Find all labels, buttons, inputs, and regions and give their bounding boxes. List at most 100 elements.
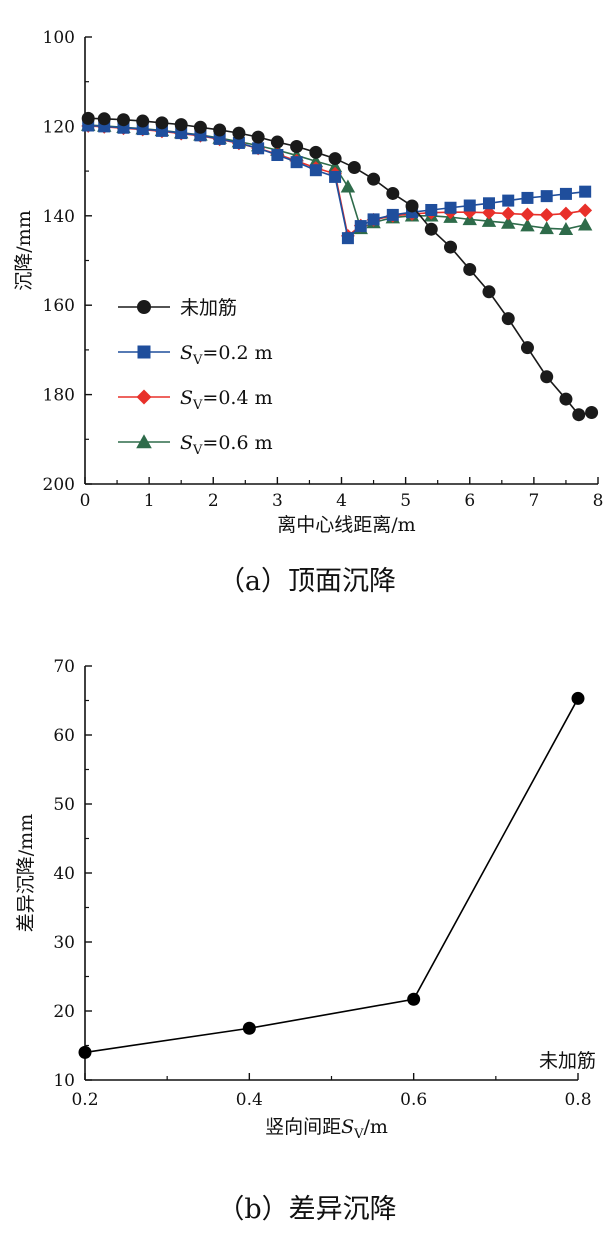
x-axis-label-unit: /m bbox=[364, 1116, 388, 1138]
x-tick-label: 8 bbox=[593, 491, 604, 511]
y-tick-label: 120 bbox=[43, 117, 75, 137]
data-point bbox=[97, 112, 111, 126]
data-point bbox=[520, 218, 535, 232]
y-tick-label: 50 bbox=[53, 795, 75, 815]
data-point bbox=[213, 132, 226, 145]
data-point bbox=[136, 114, 150, 128]
data-point bbox=[559, 392, 573, 406]
data-point bbox=[444, 240, 458, 254]
x-tick-label: 0.4 bbox=[236, 1090, 263, 1110]
data-point bbox=[155, 116, 169, 130]
data-point bbox=[501, 215, 516, 229]
x-tick-label: 0.2 bbox=[71, 1090, 98, 1110]
data-point bbox=[354, 220, 367, 233]
legend-value: =0.4 m bbox=[202, 387, 272, 409]
caption-a: （a）顶面沉降 bbox=[218, 566, 396, 597]
data-point bbox=[481, 213, 497, 227]
y-tick-label: 200 bbox=[43, 475, 75, 495]
series-line bbox=[88, 124, 586, 240]
data-point bbox=[539, 221, 554, 235]
data-point bbox=[327, 159, 343, 173]
data-point bbox=[520, 341, 534, 355]
y-axis-label: 沉降/mm bbox=[13, 210, 35, 290]
data-point bbox=[174, 118, 188, 132]
data-point bbox=[290, 156, 303, 169]
data-point bbox=[502, 194, 515, 207]
legend-symbol: S bbox=[180, 387, 193, 409]
annotation-unreinforced: 未加筋 bbox=[539, 1050, 596, 1072]
data-point bbox=[78, 1045, 92, 1059]
x-axis-label: 竖向间距SV/m bbox=[265, 1116, 388, 1142]
data-point bbox=[558, 222, 574, 235]
series-0 bbox=[81, 111, 599, 422]
data-point bbox=[193, 120, 207, 134]
data-point bbox=[520, 207, 535, 222]
data-point bbox=[242, 1021, 256, 1035]
x-tick-label: 0.6 bbox=[400, 1090, 427, 1110]
data-point bbox=[347, 161, 361, 175]
legend-subscript: V bbox=[192, 443, 203, 458]
legend-subscript: V bbox=[192, 353, 203, 368]
y-tick-label: 70 bbox=[53, 657, 75, 677]
data-point bbox=[308, 154, 324, 168]
x-axis-label-subscript: V bbox=[353, 1127, 364, 1142]
legend-marker bbox=[137, 300, 151, 314]
data-point bbox=[155, 124, 168, 137]
data-point bbox=[252, 142, 265, 155]
legend-value: =0.6 m bbox=[202, 432, 272, 454]
legend-symbol: S bbox=[180, 432, 193, 454]
series-line bbox=[88, 117, 592, 416]
x-tick-label: 4 bbox=[336, 491, 347, 511]
x-tick-label: 5 bbox=[400, 491, 411, 511]
x-axis-label: 离中心线距离/m bbox=[277, 514, 415, 536]
y-tick-label: 160 bbox=[43, 296, 75, 316]
legend-label: SV=0.4 m bbox=[180, 387, 273, 413]
data-point bbox=[578, 203, 593, 218]
x-axis-label-text: 竖向间距 bbox=[265, 1116, 341, 1138]
data-point bbox=[232, 136, 245, 149]
data-point bbox=[271, 149, 284, 162]
data-point bbox=[579, 185, 592, 198]
data-point bbox=[424, 222, 438, 236]
data-point bbox=[540, 190, 553, 203]
data-point bbox=[577, 217, 593, 231]
data-point bbox=[501, 206, 516, 221]
y-tick-label: 40 bbox=[53, 864, 75, 884]
data-point bbox=[232, 126, 246, 140]
y-tick-label: 140 bbox=[43, 207, 75, 227]
data-point bbox=[585, 405, 599, 419]
legend-marker bbox=[137, 345, 151, 359]
data-point bbox=[444, 201, 457, 214]
y-tick-label: 100 bbox=[43, 28, 75, 48]
series-1 bbox=[82, 119, 592, 245]
data-point bbox=[559, 187, 572, 200]
data-point bbox=[521, 191, 534, 204]
y-tick-label: 10 bbox=[53, 1071, 75, 1091]
data-point bbox=[329, 170, 342, 183]
data-point bbox=[367, 213, 380, 226]
y-tick-label: 20 bbox=[53, 1002, 75, 1022]
x-tick-label: 1 bbox=[144, 491, 155, 511]
x-axis-label-symbol: S bbox=[341, 1116, 354, 1138]
data-point bbox=[270, 135, 284, 149]
data-point bbox=[309, 164, 322, 177]
data-point bbox=[463, 199, 476, 212]
legend-label: SV=0.2 m bbox=[180, 342, 273, 368]
data-point bbox=[213, 123, 227, 137]
data-point bbox=[328, 152, 342, 166]
data-point bbox=[425, 203, 438, 216]
data-point bbox=[501, 312, 515, 326]
data-point bbox=[341, 232, 354, 245]
data-point bbox=[572, 408, 586, 422]
legend-symbol: S bbox=[180, 342, 193, 364]
y-axis-label: 差异沉降/mm bbox=[15, 814, 37, 932]
legend-marker bbox=[136, 434, 152, 449]
series-line bbox=[84, 698, 579, 1054]
data-point bbox=[540, 370, 554, 384]
x-tick-label: 6 bbox=[464, 491, 475, 511]
data-point bbox=[81, 111, 95, 125]
data-point bbox=[309, 145, 323, 159]
x-tick-label: 2 bbox=[208, 491, 219, 511]
data-point bbox=[571, 691, 585, 705]
data-point bbox=[116, 113, 130, 127]
